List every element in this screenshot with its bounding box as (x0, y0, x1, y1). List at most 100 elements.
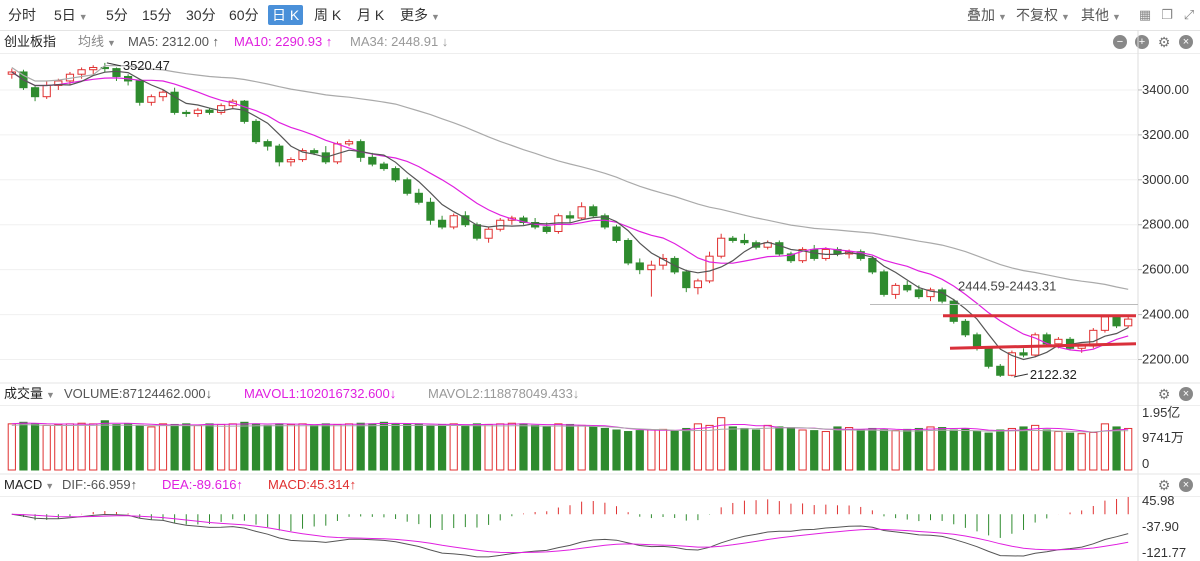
volume-bar (251, 423, 261, 471)
gear-icon[interactable]: ⚙ (1157, 34, 1171, 50)
volume-bar (391, 423, 400, 471)
y-tick-label: 3400.00 (1142, 82, 1189, 97)
period-tab-5day[interactable]: 5日 ▼ (54, 5, 88, 25)
volume-bar (484, 423, 493, 471)
indicator-dropdown[interactable]: 均线 ▼ (78, 34, 116, 51)
volume-bar (379, 421, 389, 471)
candle-body (577, 206, 586, 219)
candle-body (286, 159, 296, 163)
volume-y-tick-label: 0 (1142, 456, 1149, 471)
restore-icon[interactable]: ❐ (1161, 7, 1173, 22)
volume-bar (589, 426, 598, 471)
candle-body (519, 217, 528, 223)
range-label: 2444.59-2443.31 (958, 278, 1056, 293)
grid-icon[interactable]: ▦ (1138, 7, 1152, 22)
y-tick-label: 3000.00 (1142, 172, 1189, 187)
volume-bar (240, 421, 249, 471)
volume-bar (1007, 427, 1017, 471)
volume-bar (147, 426, 156, 471)
high-label: 3520.47 (123, 58, 170, 73)
fullscreen-icon[interactable]: ⤢ (1183, 7, 1195, 22)
volume-bar (682, 427, 691, 471)
volume-bar (914, 427, 923, 471)
period-tab-month-k[interactable]: 月 K (357, 7, 385, 23)
mavol2-value: MAVOL2:118878049.433↓ (428, 386, 580, 401)
candle-body (717, 237, 726, 257)
macd-indicator-dropdown[interactable]: MACD ▼ (4, 477, 54, 494)
volume-bar (1089, 431, 1098, 471)
candle-body (740, 239, 749, 244)
volume-bar (356, 422, 365, 471)
other-dropdown[interactable]: 其他 ▼ (1081, 5, 1121, 25)
high-arrow (106, 62, 121, 67)
close-icon[interactable]: × (1179, 387, 1193, 401)
overlay-dropdown[interactable]: 叠加 ▼ (967, 5, 1007, 25)
candle-body (728, 237, 737, 241)
candle-body (449, 215, 458, 228)
candle-body (705, 255, 714, 282)
adjust-label: 不复权 (1016, 7, 1058, 23)
candle-body (89, 66, 98, 71)
macd-y-tick-label: -37.90 (1142, 519, 1179, 534)
candle-body (635, 262, 644, 271)
volume-bar (333, 423, 342, 471)
candle-body (205, 109, 214, 113)
candle-body (275, 145, 284, 163)
mavol1-line (11, 422, 1129, 433)
candle-body (565, 215, 575, 219)
volume-bar (554, 423, 563, 471)
volume-bar (100, 420, 109, 471)
volume-bar (728, 426, 737, 471)
volume-y-tick-label: 9741万 (1142, 430, 1184, 445)
candle-body (240, 100, 249, 122)
candle-body (77, 69, 86, 75)
candle-body (170, 91, 179, 113)
candle-body (798, 248, 807, 262)
y-tick-label: 2400.00 (1142, 307, 1189, 322)
volume-bar (77, 422, 86, 471)
volume-bar (426, 424, 435, 471)
candle-body (403, 179, 412, 194)
gear-icon[interactable]: ⚙ (1157, 477, 1171, 493)
mavol1-value: MAVOL1:102016732.600↓ (244, 386, 397, 401)
volume-bar (1077, 433, 1086, 471)
chevron-down-icon: ▼ (1112, 12, 1121, 22)
candle-body (1007, 352, 1017, 376)
volume-bar (321, 423, 330, 471)
candle-body (984, 347, 993, 367)
dif-line (11, 513, 1129, 558)
volume-bar (182, 423, 191, 471)
volume-bar (368, 423, 377, 471)
period-tab-day-k[interactable]: 日 K (268, 5, 304, 25)
volume-bar (135, 424, 144, 471)
volume-indicator-dropdown[interactable]: 成交量 ▼ (4, 386, 55, 403)
chevron-down-icon: ▼ (45, 481, 55, 491)
minus-icon[interactable]: − (1113, 35, 1127, 49)
period-tab-60min[interactable]: 60分 (229, 7, 259, 23)
volume-bar (565, 423, 575, 471)
candle-body (147, 96, 156, 103)
candle-body (356, 141, 365, 158)
period-tab-5min[interactable]: 5分 (106, 7, 128, 23)
period-tab-fenshi[interactable]: 分时 (8, 7, 36, 23)
period-tab-30min[interactable]: 30分 (186, 7, 216, 23)
volume-bar (961, 427, 970, 471)
candle-body (926, 289, 935, 298)
close-icon[interactable]: × (1179, 478, 1193, 492)
chevron-down-icon: ▼ (1061, 12, 1070, 22)
period-toolbar: 分时 5日 ▼ 5分 15分 30分 60分 日 K 周 K 月 K 更多 ▼ 叠加… (0, 0, 1200, 31)
candle-body (996, 365, 1005, 376)
volume-bar (996, 429, 1005, 471)
candle-body (217, 105, 226, 113)
y-tick-label: 2800.00 (1142, 217, 1189, 232)
gear-icon[interactable]: ⚙ (1157, 386, 1171, 402)
more-dropdown[interactable]: 更多 ▼ (400, 5, 440, 25)
close-icon[interactable]: × (1179, 35, 1193, 49)
volume-bar (856, 429, 865, 471)
period-tab-15min[interactable]: 15分 (142, 7, 172, 23)
dea-line (11, 513, 1129, 554)
period-tab-week-k[interactable]: 周 K (314, 7, 342, 23)
volume-bar (600, 427, 609, 471)
adjust-dropdown[interactable]: 不复权 ▼ (1016, 5, 1070, 25)
